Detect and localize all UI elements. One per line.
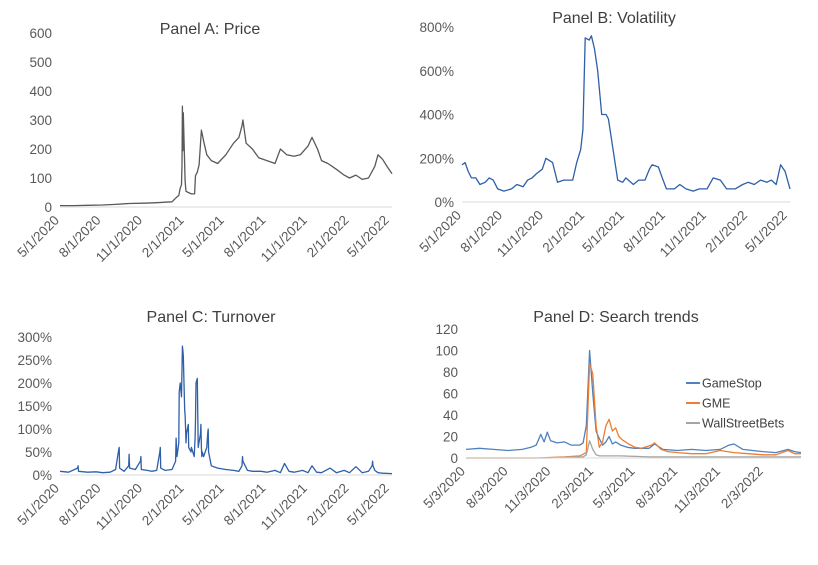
series-line-gamestop: [465, 349, 802, 454]
y-tick-label: 20: [443, 430, 458, 445]
chart-title: Panel D: Search trends: [533, 309, 698, 326]
y-tick-label: 100: [435, 344, 458, 359]
y-tick-label: 200%: [17, 376, 52, 391]
y-tick-label: 0%: [434, 195, 454, 210]
x-tick-label: 5/1/2022: [344, 480, 392, 528]
y-tick-label: 300%: [17, 330, 52, 345]
panel-d-chart: Panel D: Search trends 0 20 40 60 80 100 120 5/…: [420, 309, 802, 516]
y-tick-label: 200%: [419, 151, 454, 166]
x-tick-label: 5/1/2022: [742, 208, 790, 256]
y-tick-label: 50%: [25, 445, 52, 460]
legend-label: GME: [702, 397, 730, 411]
x-tick-label: 2/1/2022: [702, 208, 750, 256]
x-tick-label: 5/1/2021: [179, 481, 227, 529]
y-tick-label: 800%: [419, 20, 454, 35]
x-tick-label: 2/1/2022: [304, 480, 352, 528]
x-tick-label: 5/3/2020: [420, 464, 468, 512]
x-tick-label: 5/1/2021: [179, 213, 227, 261]
y-tick-label: 60: [443, 387, 458, 402]
x-tick-label: 5/1/2020: [416, 208, 464, 256]
x-tick-label: 5/1/2021: [579, 208, 627, 256]
x-tick-label: 5/1/2020: [14, 481, 62, 529]
x-tick-label: 5/3/2021: [590, 464, 638, 512]
x-tick-label: 2/1/2021: [540, 208, 588, 256]
series-line-gme: [466, 362, 801, 459]
y-tick-label: 150%: [17, 399, 52, 414]
legend-label: WallStreetBets: [702, 417, 784, 431]
panel-a-chart: Panel A: Price 0 100 200 300 400 500 600 5/1/20…: [14, 21, 393, 265]
x-tick-label: 11/3/2020: [501, 464, 553, 516]
y-tick-label: 200: [29, 142, 52, 157]
chart-title: Panel A: Price: [160, 21, 261, 38]
series-line-1: [60, 105, 393, 207]
y-tick-label: 300: [29, 113, 52, 128]
legend-label: GameStop: [702, 377, 762, 391]
y-tick-label: 100: [29, 171, 52, 186]
y-tick-label: 600: [29, 26, 52, 41]
panel-b-chart: Panel B: Volatility 0% 200% 400% 600% 800% 5/…: [416, 10, 791, 260]
x-tick-label: 2/1/2022: [304, 212, 352, 260]
y-tick-label: 120: [435, 322, 458, 337]
chart-title: Panel C: Turnover: [147, 309, 277, 326]
x-tick-label: 11/3/2021: [671, 464, 723, 516]
y-tick-label: 0: [450, 451, 458, 466]
y-tick-label: 400%: [419, 108, 454, 123]
chart-title: Panel B: Volatility: [552, 10, 676, 27]
y-tick-label: 0%: [32, 468, 52, 483]
series-line-wallstreetbets: [466, 440, 801, 459]
y-tick-label: 100%: [17, 422, 52, 437]
x-tick-label: 2/1/2021: [139, 213, 187, 261]
x-tick-label: 5/1/2022: [344, 212, 392, 260]
x-tick-label: 2/3/2021: [549, 463, 597, 511]
y-tick-label: 600%: [419, 64, 454, 79]
y-tick-label: 250%: [17, 353, 52, 368]
series-line-1: [59, 345, 393, 475]
series-line-1: [461, 35, 791, 192]
x-tick-label: 2/1/2021: [139, 481, 187, 529]
y-tick-label: 0: [44, 200, 52, 215]
panel-c-chart: Panel C: Turnover 0% 50% 100% 150% 200% 250% 3…: [14, 309, 393, 533]
y-tick-label: 40: [443, 408, 458, 423]
y-tick-label: 80: [443, 365, 458, 380]
y-tick-label: 500: [29, 55, 52, 70]
y-tick-label: 400: [29, 84, 52, 99]
x-tick-label: 2/3/2022: [718, 463, 766, 511]
x-tick-label: 5/1/2020: [14, 213, 62, 261]
